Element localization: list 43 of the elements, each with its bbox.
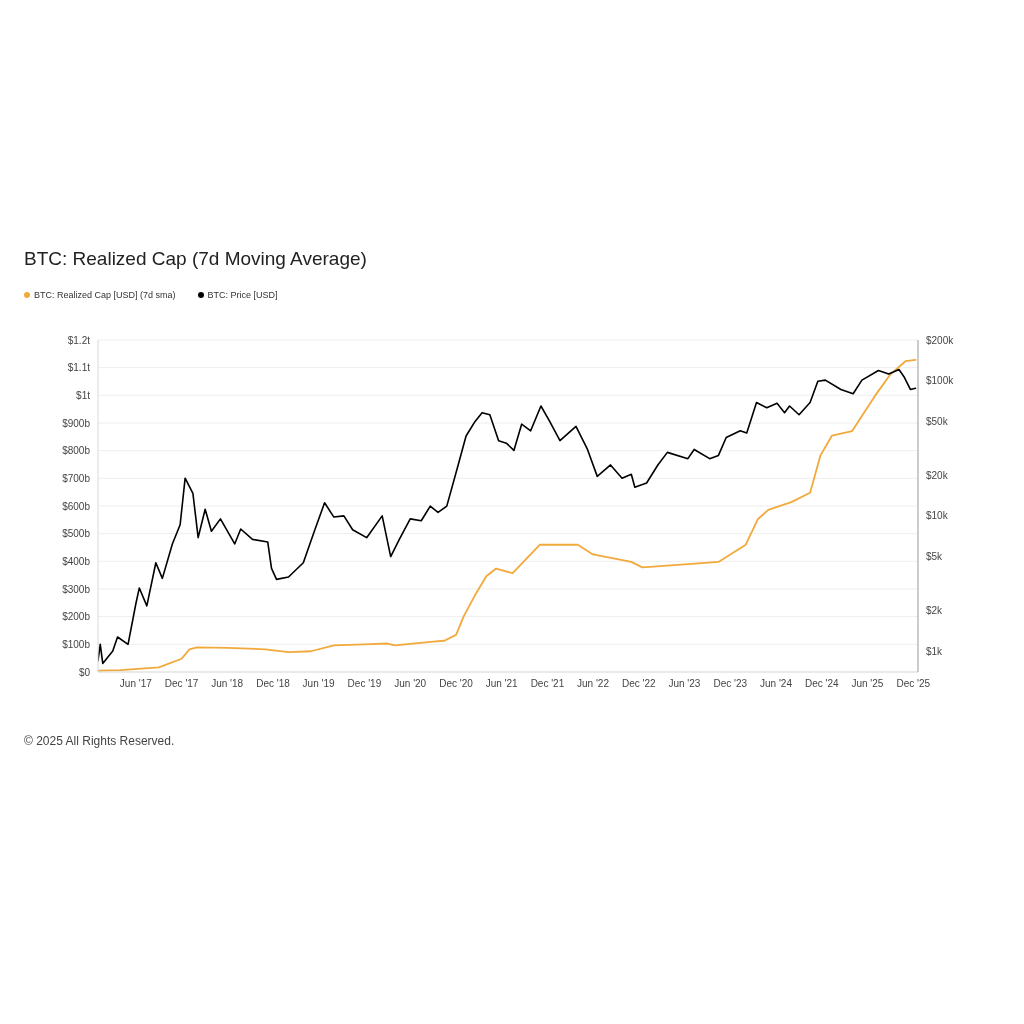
x-tick-label: Dec '18 (256, 678, 291, 690)
x-tick-label: Jun '20 (394, 678, 427, 690)
y-tick-label: $600b (62, 500, 91, 512)
x-tick-label: Jun '19 (302, 678, 335, 690)
y2-tick-label: $10k (926, 510, 949, 522)
y-tick-label: $800b (62, 445, 91, 457)
y-tick-label: $0 (78, 666, 91, 678)
y2-tick-label: $50k (926, 415, 949, 427)
x-tick-label: Dec '22 (622, 678, 657, 690)
legend-label: BTC: Price [USD] (207, 290, 278, 300)
y2-tick-label: $100k (926, 375, 955, 387)
x-tick-label: Dec '24 (805, 678, 840, 690)
y2-tick-label: $5k (926, 551, 944, 563)
x-tick-label: Dec '23 (713, 678, 748, 690)
chart-title: BTC: Realized Cap (7d Moving Average) (23, 248, 368, 271)
x-tick-label: Dec '19 (347, 678, 382, 690)
x-tick-label: Jun '21 (485, 678, 519, 690)
x-tick-label: Jun '23 (668, 678, 701, 690)
y-tick-label: $1.1t (67, 362, 91, 374)
legend-label: BTC: Realized Cap [USD] (7d sma) (34, 290, 176, 300)
y-tick-label: $700b (62, 472, 91, 484)
text: © 2025 All Rights Reserved. (23, 733, 176, 748)
x-tick-label: Dec '25 (896, 678, 931, 690)
x-tick-label: Dec '17 (164, 678, 199, 690)
x-tick-label: Jun '25 (851, 678, 884, 690)
y-tick-label: $200b (62, 611, 91, 623)
y-tick-label: $900b (62, 417, 91, 429)
y2-tick-label: $20k (926, 469, 949, 481)
x-tick-label: Jun '17 (119, 678, 153, 690)
y2-tick-label: $200k (926, 334, 955, 346)
x-tick-label: Jun '24 (760, 678, 793, 690)
y-tick-label: $300b (62, 583, 91, 595)
y2-tick-label: $1k (926, 645, 944, 657)
y-tick-label: $500b (62, 528, 91, 540)
y-tick-label: $1t (76, 389, 91, 401)
x-tick-label: Dec '21 (530, 678, 565, 690)
y-tick-label: $400b (62, 555, 91, 567)
x-tick-label: Dec '20 (439, 678, 474, 690)
x-tick-label: Jun '22 (577, 678, 610, 690)
y-tick-label: $1.2t (67, 334, 91, 346)
y2-tick-label: $2k (926, 604, 944, 616)
y-tick-label: $100b (62, 638, 91, 650)
x-tick-label: Jun '18 (211, 678, 244, 690)
